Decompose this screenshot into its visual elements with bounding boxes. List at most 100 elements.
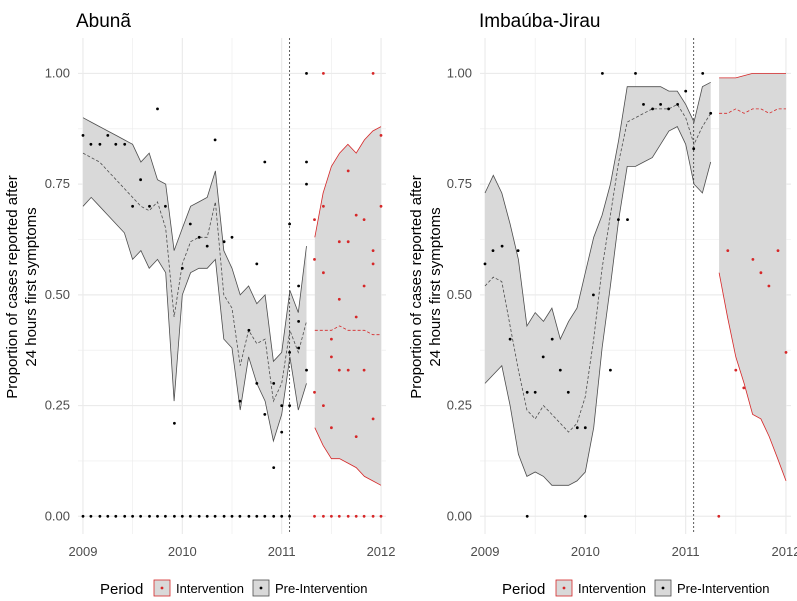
data-point-pre-intervention (255, 382, 259, 385)
legend-key-pre-intervention-point (661, 586, 665, 590)
data-point-pre-intervention (617, 218, 620, 222)
data-point-intervention (346, 514, 350, 518)
panel-abuna: 2009 2010 2011 2012 0.00 0.25 0.50 0.75 1.00 (45, 38, 395, 559)
data-point-pre-intervention (114, 142, 118, 146)
data-point-pre-intervention (575, 426, 579, 430)
data-point-pre-intervention (131, 204, 135, 208)
data-point-intervention (379, 134, 383, 137)
legend-key-pre-intervention-point (259, 586, 263, 590)
data-point-intervention (337, 240, 341, 244)
data-point-pre-intervention (230, 514, 234, 518)
data-point-pre-intervention (609, 368, 612, 372)
data-point-intervention (330, 355, 333, 359)
data-point-pre-intervention (297, 346, 300, 350)
data-point-pre-intervention (272, 382, 276, 385)
y-tick-label: 0.75 (447, 176, 472, 191)
trend-line-intervention (314, 325, 381, 336)
data-point-intervention (322, 271, 325, 275)
data-point-pre-intervention (222, 514, 226, 518)
data-point-pre-intervention (667, 107, 670, 111)
data-point-intervention (322, 404, 325, 407)
data-point-pre-intervention (247, 514, 251, 518)
legend-label-pre-intervention: Pre-Intervention (677, 581, 770, 596)
data-point-pre-intervention (180, 266, 184, 270)
data-point-pre-intervention (305, 182, 308, 186)
ribbon-lower-intervention (314, 427, 382, 486)
y-tick-label: 1.00 (45, 65, 70, 80)
data-point-intervention (362, 284, 366, 288)
data-point-pre-intervention (583, 514, 587, 518)
data-point-pre-intervention (297, 320, 300, 323)
data-point-pre-intervention (288, 514, 291, 518)
data-point-pre-intervention (659, 103, 662, 106)
data-point-pre-intervention (81, 134, 85, 137)
data-point-intervention (313, 218, 316, 222)
data-point-pre-intervention (500, 244, 504, 248)
data-point-pre-intervention (525, 514, 529, 518)
data-point-intervention (313, 390, 316, 394)
data-point-pre-intervention (156, 514, 159, 518)
data-point-intervention (322, 204, 325, 208)
data-point-pre-intervention (188, 222, 192, 226)
ribbon-lower-intervention (718, 272, 787, 482)
ribbon-pre-intervention (485, 82, 711, 486)
data-point-pre-intervention (98, 514, 102, 518)
y-tick-label: 0.50 (447, 287, 472, 302)
data-point-pre-intervention (263, 514, 267, 518)
data-point-pre-intervention (205, 244, 209, 248)
data-point-pre-intervention (156, 107, 159, 111)
trend-line-pre-intervention (484, 103, 712, 433)
ribbon-upper-pre-intervention (82, 117, 307, 363)
data-point-pre-intervention (566, 390, 570, 394)
data-point-pre-intervention (148, 514, 151, 518)
data-point-pre-intervention (255, 262, 259, 266)
data-point-pre-intervention (98, 142, 102, 146)
data-point-intervention (322, 72, 325, 75)
data-point-intervention (371, 514, 375, 518)
data-point-pre-intervention (305, 160, 308, 164)
data-point-intervention (767, 284, 771, 288)
data-point-intervention (330, 514, 333, 518)
data-point-pre-intervention (222, 240, 226, 244)
data-point-intervention (313, 258, 316, 261)
data-point-intervention (337, 368, 341, 372)
data-point-intervention (371, 72, 375, 75)
x-tick-label: 2012 (772, 544, 797, 559)
data-point-intervention (362, 368, 366, 372)
data-point-pre-intervention (164, 204, 167, 208)
data-point-pre-intervention (173, 514, 176, 518)
data-point-intervention (313, 514, 316, 518)
data-point-pre-intervention (114, 514, 118, 518)
data-point-pre-intervention (164, 514, 167, 518)
data-point-intervention (346, 240, 350, 244)
data-point-pre-intervention (123, 142, 127, 146)
y-tick-label: 0.25 (45, 398, 70, 413)
data-point-pre-intervention (197, 235, 201, 239)
data-point-pre-intervention (583, 426, 587, 430)
legend-label-intervention: Intervention (578, 581, 646, 596)
data-point-pre-intervention (676, 103, 679, 106)
data-point-intervention (371, 249, 375, 253)
data-point-intervention (734, 368, 738, 372)
y-axis-label-imbauba-line2: 24 hours first symptoms (427, 207, 444, 366)
data-point-pre-intervention (188, 514, 192, 518)
y-tick-label: 0.75 (45, 176, 70, 191)
data-point-pre-intervention (213, 514, 217, 518)
data-point-pre-intervention (642, 103, 645, 106)
y-tick-label: 0.50 (45, 287, 70, 302)
data-point-pre-intervention (280, 404, 284, 407)
data-point-intervention (784, 351, 788, 354)
data-point-pre-intervention (525, 390, 529, 394)
data-point-intervention (337, 297, 341, 301)
ribbon-upper-intervention (719, 73, 786, 79)
ribbon-lower-pre-intervention (484, 126, 712, 486)
data-point-intervention (717, 514, 721, 518)
legend-label-pre-intervention: Pre-Intervention (275, 581, 368, 596)
data-point-pre-intervention (280, 514, 284, 518)
data-point-intervention (362, 514, 366, 518)
data-point-pre-intervention (305, 368, 308, 372)
data-point-intervention (371, 417, 375, 421)
x-tick-label: 2010 (168, 544, 197, 559)
ribbon-lower-pre-intervention (82, 196, 307, 443)
